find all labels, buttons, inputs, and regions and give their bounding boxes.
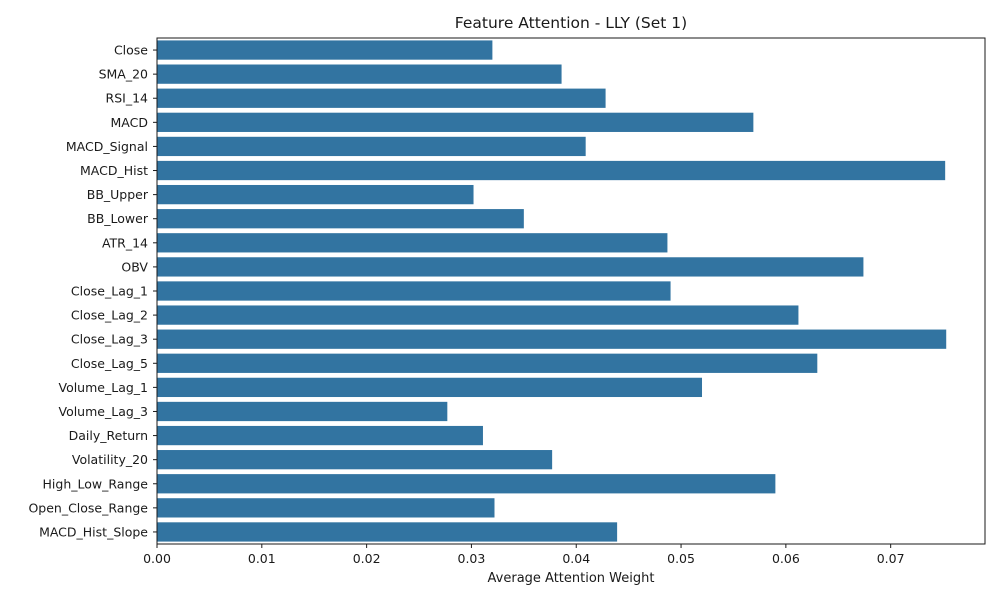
y-tick-label: MACD_Hist: [80, 163, 148, 178]
bar-close-lag-1: [157, 281, 671, 301]
y-tick-label: MACD_Hist_Slope: [39, 524, 148, 539]
bar-macd-hist-slope: [157, 522, 618, 542]
bar-sma-20: [157, 64, 562, 84]
bar-obv: [157, 257, 864, 277]
x-axis-ticks: 0.00 0.01 0.02 0.03 0.04 0.05 0.06 0.07: [143, 544, 905, 566]
bar-close-lag-2: [157, 305, 799, 325]
y-tick-label: Daily_Return: [69, 428, 148, 443]
y-tick-label: Volatility_20: [72, 452, 148, 467]
x-tick-label: 0.06: [772, 551, 800, 566]
x-tick-label: 0.00: [143, 551, 171, 566]
y-tick-label: Open_Close_Range: [28, 500, 148, 515]
chart-title: Feature Attention - LLY (Set 1): [455, 14, 687, 32]
bar-macd-signal: [157, 136, 586, 157]
bar-macd: [157, 112, 754, 132]
y-tick-label: OBV: [121, 259, 148, 274]
y-tick-label: BB_Lower: [87, 211, 149, 226]
x-tick-label: 0.02: [353, 551, 381, 566]
y-tick-label: Close_Lag_5: [71, 356, 148, 371]
bar-daily-return: [157, 425, 483, 446]
bar-volume-lag-1: [157, 377, 703, 398]
plot-frame: [156, 37, 986, 545]
y-tick-label: MACD: [111, 115, 148, 130]
y-axis-ticks: Close SMA_20 RSI_14 MACD MACD_Signal MACD_His…: [28, 43, 157, 539]
y-tick-label: Volume_Lag_1: [58, 380, 148, 395]
bar-close-lag-3: [157, 329, 947, 349]
y-tick-label: Close_Lag_3: [71, 332, 148, 347]
y-tick-label: Close_Lag_1: [71, 284, 148, 299]
bar-bb-upper: [157, 184, 474, 205]
y-tick-label: Close_Lag_2: [71, 308, 148, 323]
x-axis-title: Average Attention Weight: [488, 571, 655, 586]
bar-rsi-14: [157, 88, 606, 108]
bar-close-lag-5: [157, 353, 818, 373]
x-tick-label: 0.05: [667, 551, 695, 566]
x-tick-label: 0.04: [562, 551, 590, 566]
bar-atr-14: [157, 233, 668, 253]
bar-high-low-range: [157, 474, 776, 494]
x-tick-label: 0.01: [248, 551, 276, 566]
y-tick-label: High_Low_Range: [43, 476, 149, 491]
x-tick-label: 0.07: [877, 551, 905, 566]
bar-macd-hist: [157, 160, 946, 181]
y-tick-label: RSI_14: [106, 91, 149, 106]
y-tick-label: ATR_14: [102, 235, 148, 250]
bar-close: [157, 40, 493, 60]
bar-volume-lag-3: [157, 401, 448, 422]
bar-volatility-20: [157, 450, 553, 470]
y-tick-label: Volume_Lag_3: [58, 404, 148, 419]
bars-layer: [157, 40, 947, 542]
x-tick-label: 0.03: [458, 551, 486, 566]
y-tick-label: SMA_20: [99, 67, 148, 82]
bar-bb-lower: [157, 209, 524, 229]
y-tick-label: Close: [114, 43, 148, 58]
y-tick-label: BB_Upper: [87, 187, 149, 202]
bar-open-close-range: [157, 498, 495, 518]
y-tick-label: MACD_Signal: [66, 139, 148, 154]
